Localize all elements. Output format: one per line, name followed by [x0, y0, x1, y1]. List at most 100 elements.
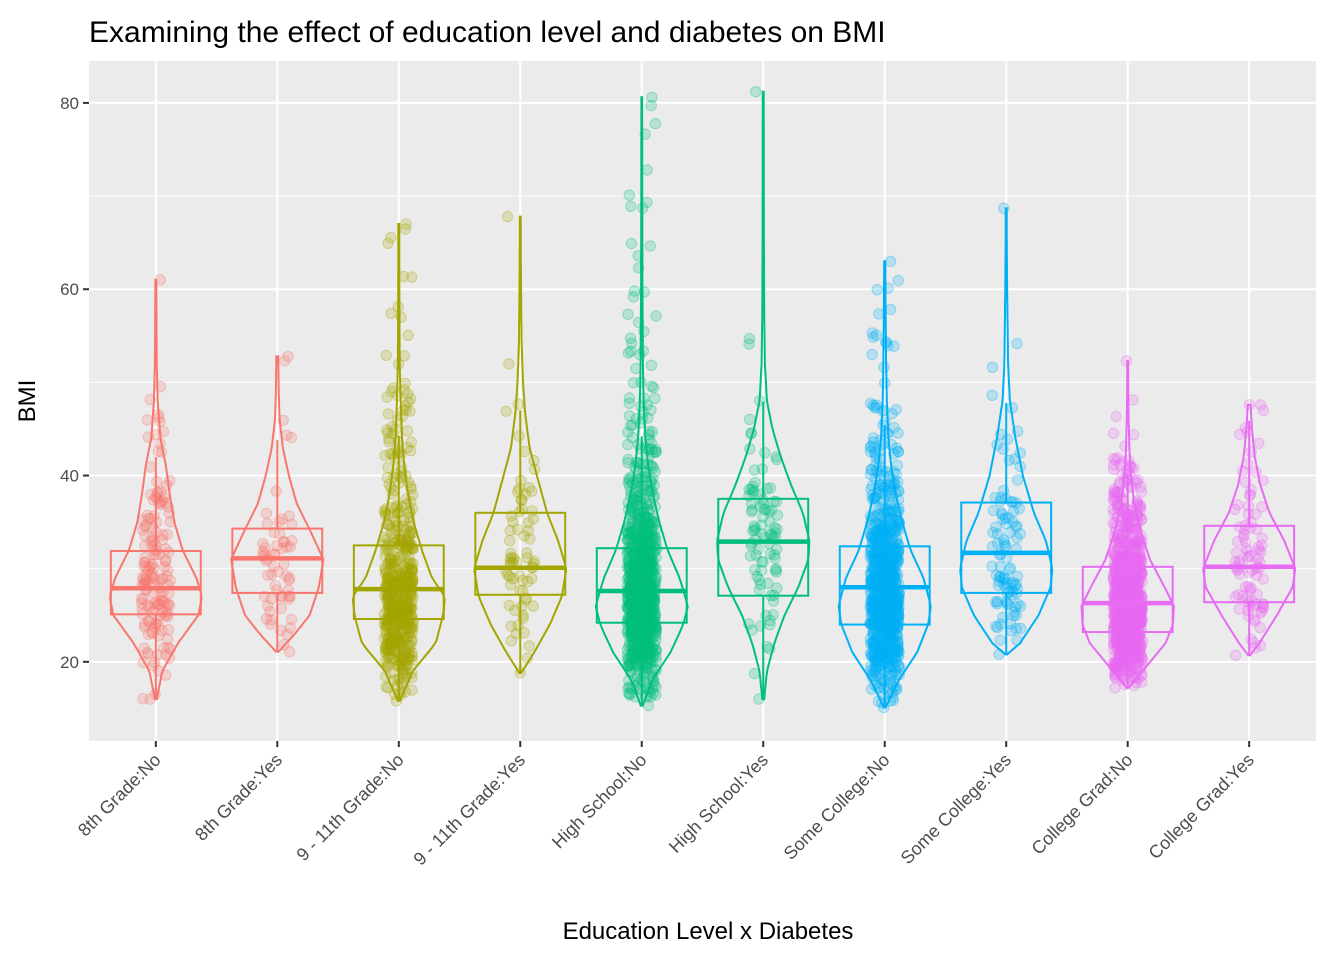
jitter-point	[152, 599, 164, 611]
jitter-point	[743, 338, 755, 350]
jitter-point	[622, 347, 635, 359]
jitter-point	[382, 461, 394, 474]
jitter-point	[890, 541, 902, 554]
jitter-point	[148, 656, 161, 669]
jitter-point	[404, 405, 416, 417]
jitter-point	[157, 529, 169, 541]
jitter-point	[269, 579, 282, 591]
jitter-points	[257, 350, 298, 658]
jitter-point	[892, 427, 904, 439]
jitter-point	[884, 303, 897, 316]
jitter-point	[156, 572, 169, 584]
jitter-point	[404, 527, 416, 539]
jitter-point	[140, 519, 152, 531]
jitter-point	[999, 540, 1011, 552]
jitter-point	[873, 308, 885, 320]
jitter-point	[392, 659, 404, 671]
jitter-point	[885, 625, 897, 637]
jitter-point	[403, 650, 415, 663]
box	[231, 527, 324, 594]
jitter-point	[500, 405, 512, 417]
jitter-point	[138, 642, 151, 654]
jitter-point	[391, 414, 404, 426]
jitter-point	[385, 575, 397, 587]
jitter-point	[650, 310, 662, 322]
jitter-point	[751, 570, 763, 583]
jitter-point	[512, 398, 524, 410]
jitter-point	[1004, 562, 1017, 574]
jitter-point	[146, 627, 158, 639]
jitter-point	[281, 429, 293, 441]
jitter-point	[257, 538, 269, 550]
jitter-point	[1120, 662, 1132, 675]
jitter-point	[626, 337, 638, 349]
jitter-point	[148, 510, 160, 522]
jitter-point	[138, 618, 151, 630]
jitter-point	[283, 593, 295, 605]
jitter-point	[381, 619, 393, 631]
jitter-point	[993, 648, 1005, 661]
jitter-point	[629, 591, 642, 604]
y-axis-title: BMI	[14, 380, 41, 423]
jitter-point	[1111, 642, 1123, 654]
jitter-point	[378, 608, 391, 620]
jitter-point	[284, 541, 296, 553]
jitter-point	[1115, 620, 1127, 633]
category-group	[109, 274, 203, 705]
jitter-point	[279, 355, 291, 367]
jitter-point	[142, 564, 155, 576]
jitter-point	[641, 659, 653, 671]
jitter-point	[139, 540, 151, 552]
jitter-point	[146, 567, 158, 579]
x-tick-label: 9 - 11th Grade:No	[293, 750, 408, 865]
jitter-point	[1256, 532, 1268, 544]
jitter-point	[163, 599, 176, 611]
jitter-point	[399, 377, 411, 389]
jitter-point	[285, 613, 298, 626]
jitter-point	[400, 218, 412, 230]
jitter-point	[891, 572, 903, 584]
jitter-point	[161, 598, 173, 611]
jitter-point	[645, 359, 658, 371]
jitter-point	[385, 561, 398, 574]
jitter-point	[143, 616, 155, 628]
jitter-point	[268, 526, 280, 539]
jitter-point	[138, 621, 151, 633]
jitter-point	[155, 595, 167, 607]
jitter-point	[523, 640, 535, 652]
jitter-point	[152, 649, 164, 661]
jitter-point	[645, 437, 658, 449]
jitter-point	[890, 404, 902, 416]
jitter-point	[1136, 653, 1149, 665]
jitter-point	[281, 541, 293, 553]
jitter-point	[145, 558, 158, 571]
jitter-point	[399, 621, 412, 633]
jitter-point	[382, 659, 395, 671]
jitter-point	[404, 569, 417, 581]
jitter-point	[161, 570, 173, 582]
jitter-point	[386, 448, 399, 460]
jitter-point	[504, 524, 516, 537]
jitter-point	[381, 574, 393, 587]
jitter-point	[753, 584, 766, 596]
jitter-point	[401, 605, 413, 618]
jitter-point	[137, 524, 149, 536]
x-tick-label: High School:Yes	[665, 750, 772, 857]
jitter-point	[645, 380, 658, 392]
jitter-point	[381, 604, 393, 616]
jitter-point	[885, 558, 897, 570]
jitter-point	[265, 614, 277, 626]
jitter-point	[503, 599, 515, 611]
category-group	[351, 218, 446, 707]
jitter-point	[144, 561, 156, 573]
jitter-point	[385, 609, 397, 621]
jitter-point	[406, 654, 419, 666]
jitter-point	[382, 600, 395, 613]
jitter-point	[262, 569, 274, 581]
jitter-point	[639, 604, 651, 616]
jitter-point	[1110, 410, 1122, 423]
jitter-point	[268, 560, 280, 572]
jitter-point	[143, 601, 156, 614]
jitter-point	[405, 596, 418, 608]
jitter-point	[284, 622, 296, 634]
